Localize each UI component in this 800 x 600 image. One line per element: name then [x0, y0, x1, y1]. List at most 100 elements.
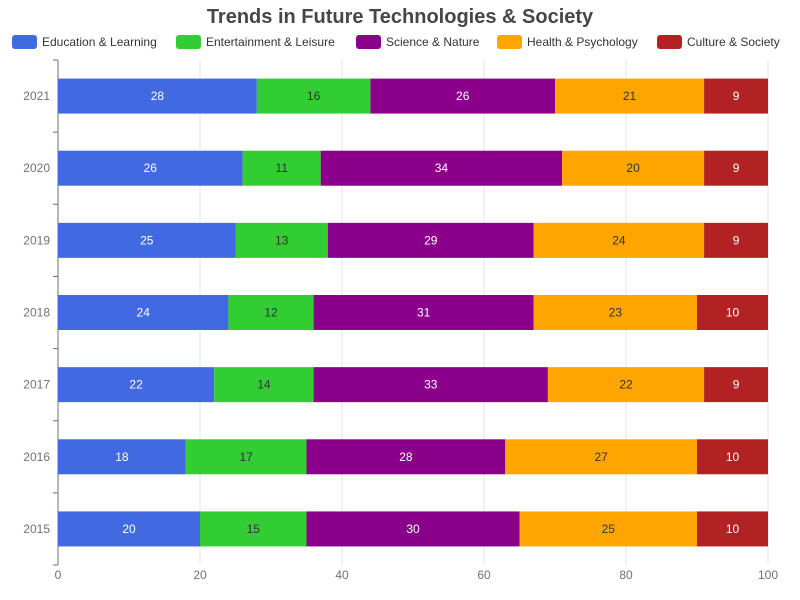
data-label: 24	[612, 233, 626, 247]
bar-segment	[58, 150, 243, 186]
x-tick-label: 20	[193, 568, 207, 582]
bar-segment	[697, 511, 768, 547]
data-label: 14	[257, 378, 271, 392]
bar-segment	[256, 78, 371, 114]
data-label: 13	[275, 233, 289, 247]
y-tick-label: 2021	[23, 89, 50, 103]
bar-segment	[533, 222, 705, 258]
bar-segment	[697, 439, 768, 475]
bar-segment	[519, 511, 697, 547]
data-label: 10	[726, 306, 740, 320]
data-label: 10	[726, 522, 740, 536]
bar-segment	[370, 78, 555, 114]
data-label: 10	[726, 450, 740, 464]
data-label: 31	[417, 306, 431, 320]
bar-segment	[58, 367, 215, 403]
bar-segment	[505, 439, 697, 475]
legend-swatch	[497, 35, 522, 49]
bar-segment	[228, 295, 314, 330]
data-label: 33	[424, 378, 438, 392]
legend-label: Science & Nature	[386, 35, 480, 49]
bar-segment	[306, 511, 520, 547]
legend-item[interactable]: Science & Nature	[356, 33, 479, 51]
legend-swatch	[176, 35, 201, 49]
bar-segment	[704, 367, 768, 403]
bar-segment	[306, 439, 506, 475]
legend-item[interactable]: Education & Learning	[12, 33, 157, 51]
bar-segment	[697, 295, 768, 330]
data-label: 25	[140, 233, 154, 247]
data-label: 28	[151, 89, 165, 103]
legend-item[interactable]: Culture & Society	[657, 33, 780, 51]
data-label: 9	[733, 378, 740, 392]
data-label: 9	[733, 161, 740, 175]
data-label: 15	[247, 522, 261, 536]
legend-label: Health & Psychology	[527, 35, 638, 49]
legend-label: Education & Learning	[42, 35, 157, 49]
bar-segment	[200, 511, 307, 547]
legend-swatch	[356, 35, 381, 49]
data-label: 23	[609, 306, 623, 320]
chart-title: Trends in Future Technologies & Society	[206, 6, 594, 28]
bar-segment	[235, 222, 328, 258]
data-label: 18	[115, 450, 129, 464]
bar-segment	[58, 222, 236, 258]
bar-segment	[320, 150, 563, 186]
data-label: 16	[307, 89, 321, 103]
data-label: 20	[626, 161, 640, 175]
bar-segment	[58, 78, 257, 114]
legend-label: Culture & Society	[687, 35, 780, 49]
bar-segment	[704, 150, 768, 186]
legend-swatch	[657, 35, 682, 49]
bar-segment	[214, 367, 314, 403]
data-label: 28	[399, 450, 413, 464]
bar-segment	[562, 150, 705, 186]
y-tick-label: 2016	[23, 450, 50, 464]
y-tick-label: 2020	[23, 161, 50, 175]
y-tick-label: 2017	[23, 378, 50, 392]
data-label: 34	[435, 161, 449, 175]
data-label: 24	[137, 306, 151, 320]
data-label: 11	[275, 161, 288, 175]
y-tick-label: 2019	[23, 233, 50, 247]
data-label: 20	[122, 522, 136, 536]
x-tick-label: 0	[55, 568, 62, 582]
bar-segment	[58, 439, 186, 475]
legend-item[interactable]: Entertainment & Leisure	[176, 33, 335, 51]
y-tick-label: 2015	[23, 522, 50, 536]
data-label: 9	[733, 89, 740, 103]
x-tick-label: 60	[477, 568, 491, 582]
bar-segment	[704, 78, 768, 114]
legend-item[interactable]: Health & Psychology	[497, 33, 638, 51]
bar-segment	[313, 295, 534, 330]
bar-segment	[58, 295, 229, 330]
bar-segment	[327, 222, 534, 258]
bar-segment	[242, 150, 321, 186]
bar-segment	[704, 222, 768, 258]
bar-segment	[58, 511, 200, 547]
data-label: 22	[129, 378, 143, 392]
x-tick-label: 40	[335, 568, 349, 582]
legend-swatch	[12, 35, 37, 49]
data-label: 30	[406, 522, 420, 536]
x-tick-label: 100	[758, 568, 778, 582]
bar-segment	[313, 367, 548, 403]
data-label: 12	[264, 306, 278, 320]
bar-segment	[533, 295, 697, 330]
data-label: 26	[456, 89, 470, 103]
data-label: 26	[144, 161, 158, 175]
legend: Education & Learning Entertainment & Leis…	[0, 33, 800, 51]
data-label: 17	[239, 450, 253, 464]
bar-segment	[185, 439, 307, 475]
y-tick-label: 2018	[23, 306, 50, 320]
data-label: 21	[623, 89, 637, 103]
data-label: 25	[602, 522, 616, 536]
data-label: 29	[424, 233, 438, 247]
bar-segment	[555, 78, 705, 114]
data-label: 22	[619, 378, 633, 392]
data-label: 9	[733, 233, 740, 247]
data-label: 27	[594, 450, 608, 464]
x-tick-label: 80	[619, 568, 633, 582]
